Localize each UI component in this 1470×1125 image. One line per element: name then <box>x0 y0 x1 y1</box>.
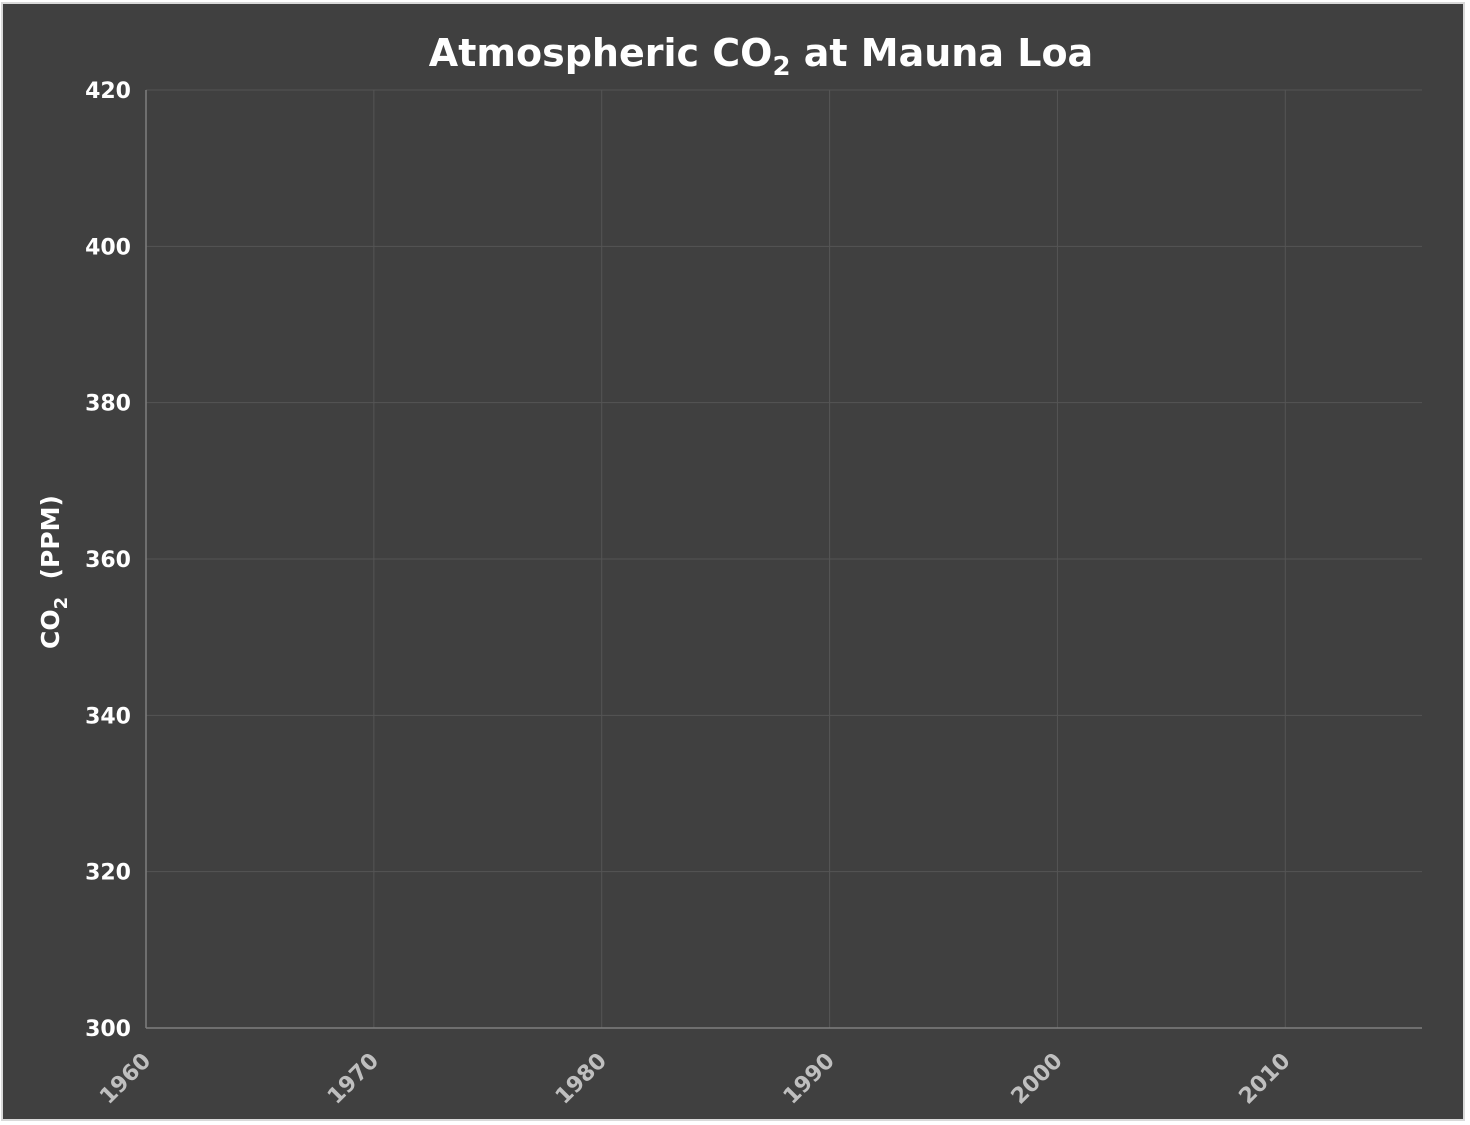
y-tick-label: 340 <box>85 704 131 729</box>
x-gridlines <box>373 90 1286 1028</box>
y-tick-label: 360 <box>85 548 131 573</box>
x-tick-label: 1990 <box>779 1049 840 1110</box>
y-tick-label: 380 <box>85 392 131 417</box>
x-tick-label: 1960 <box>95 1049 156 1110</box>
y-gridlines <box>146 89 1422 873</box>
x-tick-label: 1970 <box>323 1049 384 1110</box>
axes <box>145 90 1422 1029</box>
y-axis-label: CO2 (PPM) <box>36 495 72 649</box>
y-tick-label: 300 <box>85 1017 131 1042</box>
chart-title: Atmospheric CO2 at Mauna Loa <box>429 31 1093 82</box>
y-tick-label: 320 <box>85 861 131 886</box>
x-tick-label: 1980 <box>551 1049 612 1110</box>
chart-svg: Atmospheric CO2 at Mauna Loa 300 320 340 36… <box>36 31 1422 1110</box>
y-tick-label: 400 <box>85 235 131 260</box>
x-tick-label: 2000 <box>1007 1049 1068 1110</box>
y-tick-labels: 300 320 340 360 380 400 420 <box>85 79 131 1042</box>
x-tick-labels: 1960 1970 1980 1990 2000 2010 <box>95 1049 1295 1110</box>
y-tick-label: 420 <box>85 79 131 104</box>
x-tick-label: 2010 <box>1235 1049 1296 1110</box>
